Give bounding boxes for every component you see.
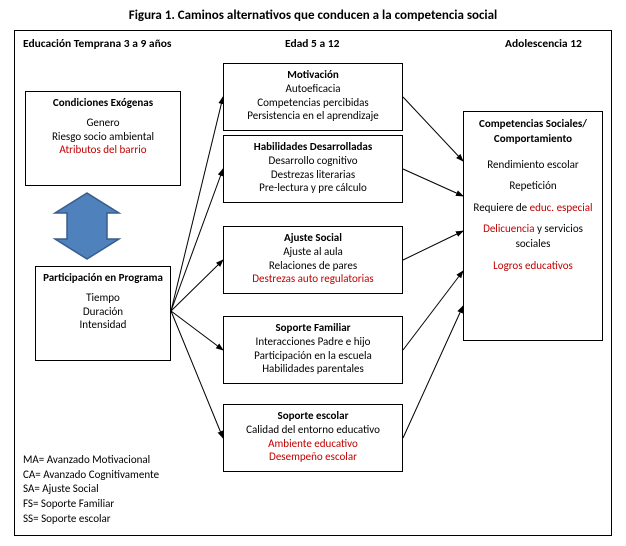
box-line: Habilidades parentales <box>226 362 400 376</box>
box-line: Pre-lectura y pre cálculo <box>226 181 400 195</box>
box-competencias: Competencias Sociales/ Comportamiento Re… <box>463 111 603 341</box>
box-title-line: Comportamiento <box>466 131 600 146</box>
box-line-red: Logros educativos <box>466 258 600 273</box>
box-line-red: Ambiente educativo <box>226 437 400 451</box>
box-line: Competencias percibidas <box>226 96 400 110</box>
box-line: Genero <box>28 116 178 130</box>
box-title: Soporte Familiar <box>226 321 400 335</box>
box-line-red: Atributos del barrio <box>28 143 178 157</box>
col-header-3: Adolescencia 12 <box>505 37 582 51</box>
legend-line: SA= Ajuste Social <box>23 482 159 497</box>
box-ajuste-social: Ajuste Social Ajuste al aula Relaciones … <box>223 226 403 294</box>
box-habilidades: Habilidades Desarrolladas Desarrollo cog… <box>223 135 403 203</box>
box-title: Ajuste Social <box>226 231 400 245</box>
box-line: Relaciones de pares <box>226 259 400 273</box>
box-title: Condiciones Exógenas <box>28 96 178 110</box>
box-line: Persistencia en el aprendizaje <box>226 109 400 123</box>
legend-line: SS= Soporte escolar <box>23 512 159 527</box>
box-title: Habilidades Desarrolladas <box>226 140 400 154</box>
box-participacion-programa: Participación en Programa Tiempo Duració… <box>35 266 171 361</box>
box-soporte-familiar: Soporte Familiar Interacciones Padre e h… <box>223 316 403 384</box>
box-title: Participación en Programa <box>38 271 168 285</box>
box-line: Desarrollo cognitivo <box>226 154 400 168</box>
box-line: Rendimiento escolar <box>466 157 600 172</box>
box-line: Participación en la escuela <box>226 349 400 363</box>
box-line: Tiempo <box>38 291 168 305</box>
legend-line: FS= Soporte Familiar <box>23 497 159 512</box>
box-line-mixed: Delicuencia y servicios sociales <box>466 221 600 252</box>
box-motivacion: Motivación Autoeficacia Competencias per… <box>223 63 403 131</box>
box-line: Intensidad <box>38 318 168 332</box>
col-header-2: Edad 5 a 12 <box>285 37 339 51</box>
box-line: Duración <box>38 305 168 319</box>
legend: MA= Avanzado Motivacional CA= Avanzado C… <box>23 453 159 527</box>
box-line: Riesgo socio ambiental <box>28 130 178 144</box>
box-line: Interacciones Padre e hijo <box>226 335 400 349</box>
box-title: Soporte escolar <box>226 409 400 423</box>
box-line: Autoeficacia <box>226 82 400 96</box>
col-header-1: Educación Temprana 3 a 9 años <box>23 37 172 51</box>
diagram-frame: Educación Temprana 3 a 9 años Edad 5 a 1… <box>14 30 612 536</box>
legend-line: MA= Avanzado Motivacional <box>23 453 159 468</box>
box-line: Calidad del entorno educativo <box>226 423 400 437</box>
legend-line: CA= Avanzado Cognitivamente <box>23 468 159 483</box>
box-title: Motivación <box>226 68 400 82</box>
box-condiciones-exogenas: Condiciones Exógenas Genero Riesgo socio… <box>25 91 181 186</box>
box-title-line: Competencias Sociales/ <box>466 116 600 131</box>
box-soporte-escolar: Soporte escolar Calidad del entorno educ… <box>223 404 403 472</box>
figure-title: Figura 1. Caminos alternativos que condu… <box>0 0 626 28</box>
box-line-red: Destrezas auto regulatorias <box>226 272 400 286</box>
box-line-mixed: Requiere de educ. especial <box>466 200 600 215</box>
box-line-red: Desempeño escolar <box>226 450 400 464</box>
box-line: Ajuste al aula <box>226 245 400 259</box>
box-line: Destrezas literarias <box>226 168 400 182</box>
box-line: Repetición <box>466 178 600 193</box>
